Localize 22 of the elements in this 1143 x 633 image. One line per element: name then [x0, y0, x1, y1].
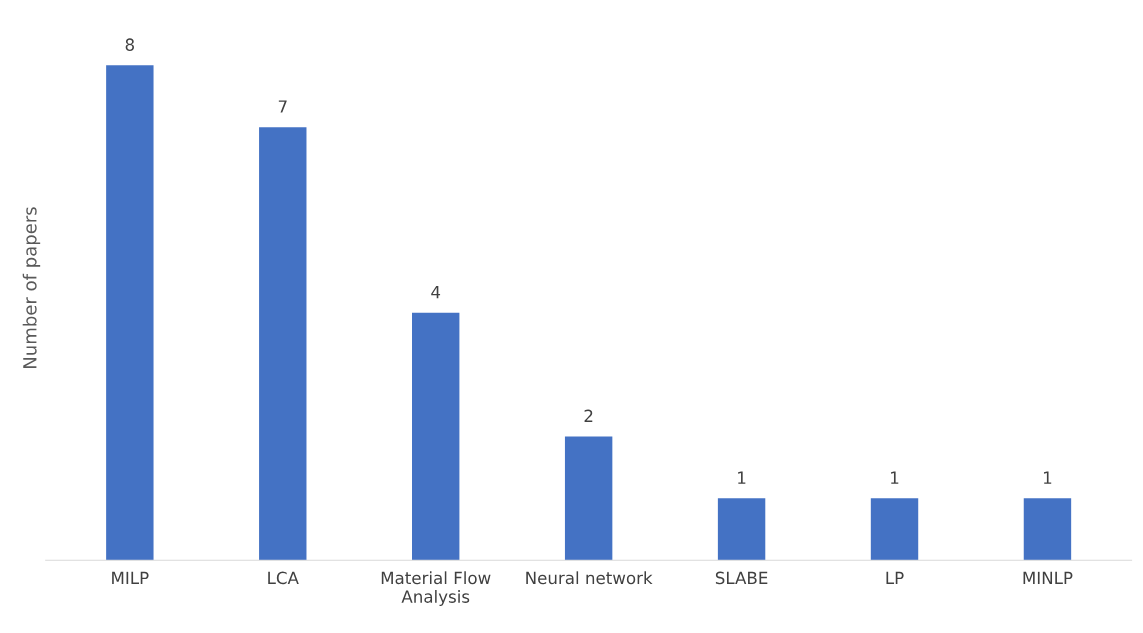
- data-label: 1: [738, 471, 746, 484]
- bar: [259, 127, 307, 561]
- x-tick-label: Material Flow Analysis: [381, 571, 491, 607]
- bar: [717, 498, 766, 561]
- x-tick-label: SLABE: [715, 571, 768, 585]
- bar: [412, 312, 460, 561]
- data-label: 8: [125, 38, 134, 51]
- bar: [106, 65, 154, 561]
- data-label: 1: [1043, 471, 1052, 484]
- bar: [1023, 498, 1072, 561]
- bar: [870, 498, 919, 561]
- data-label: 2: [584, 409, 593, 422]
- data-label: 4: [431, 286, 441, 299]
- x-tick-label: LP: [886, 571, 904, 584]
- data-label: 7: [278, 100, 287, 113]
- data-label: 1: [891, 471, 899, 484]
- x-tick-label: Neural network: [526, 571, 653, 585]
- y-axis-title: Number of papers: [22, 207, 41, 368]
- bar: [564, 436, 613, 561]
- x-tick-label: MINLP: [1023, 571, 1073, 584]
- x-tick-label: MILP: [112, 571, 149, 584]
- x-tick-label: LCA: [268, 571, 299, 585]
